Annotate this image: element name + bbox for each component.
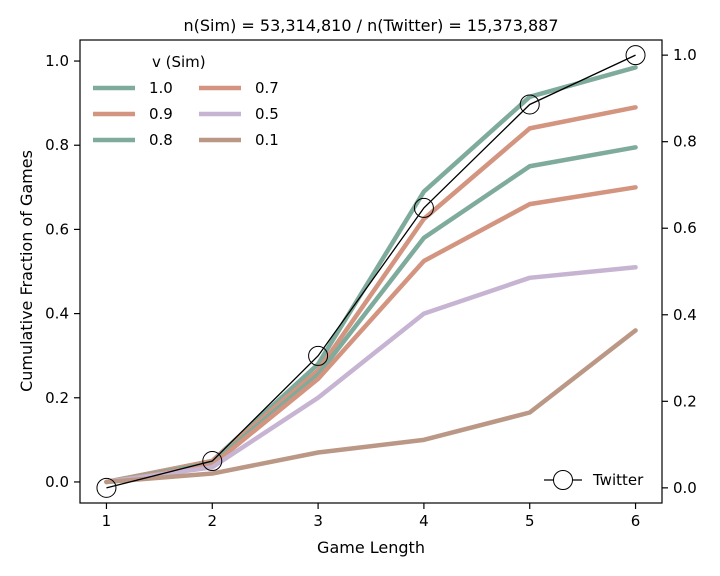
twitter-reference-layer [96, 45, 646, 498]
x-tick-label: 1 [102, 512, 112, 530]
legend-label-1-0: 1.0 [149, 79, 173, 97]
y-tick-label: 0.8 [45, 136, 69, 154]
twitter-point [202, 451, 223, 472]
y-tick-label: 1.0 [45, 52, 69, 70]
legend-title: v (Sim) [152, 53, 206, 71]
twitter-point [519, 94, 540, 115]
right-y-tick-label: 0.6 [673, 219, 697, 237]
twitter-legend: Twitter [544, 470, 644, 490]
twitter-line [106, 54, 636, 489]
legend-label-0-5: 0.5 [255, 105, 279, 123]
y-tick-label: 0.0 [45, 473, 69, 491]
right-y-tick-label: 0.8 [673, 133, 697, 151]
x-tick-label: 2 [207, 512, 217, 530]
x-tick-label: 4 [419, 512, 429, 530]
y-axis-title: Cumulative Fraction of Games [17, 150, 36, 392]
legend-label-0-1: 0.1 [255, 131, 279, 149]
series-line-0-1 [104, 328, 638, 485]
series-line-0-5 [104, 265, 638, 485]
legend-label-0-8: 0.8 [149, 131, 173, 149]
series-line-0-7 [104, 185, 638, 485]
right-y-tick-label: 0.0 [673, 479, 697, 497]
twitter-legend-marker [553, 470, 573, 490]
right-y-tick-label: 0.2 [673, 392, 697, 410]
legend-label-0-9: 0.9 [149, 105, 173, 123]
x-tick-label: 6 [631, 512, 641, 530]
chart-title: n(Sim) = 53,314,810 / n(Twitter) = 15,37… [184, 16, 559, 35]
right-y-tick-label: 1.0 [673, 46, 697, 64]
x-axis-title: Game Length [317, 538, 425, 557]
twitter-point [308, 345, 329, 366]
twitter-point [413, 197, 434, 218]
plot-frame [79, 39, 663, 504]
y-tick-label: 0.6 [45, 220, 69, 238]
legend: v (Sim) 1.0 0.9 0.8 0.7 0.5 0.1 [93, 53, 279, 149]
x-tick-label: 3 [313, 512, 323, 530]
right-y-tick-label: 0.4 [673, 306, 697, 324]
series-line-0-8 [104, 145, 638, 485]
legend-label-0-7: 0.7 [255, 79, 279, 97]
y-tick-label: 0.4 [45, 305, 69, 323]
axes-layer [79, 39, 663, 504]
x-tick-label: 5 [525, 512, 535, 530]
series-lines-layer [104, 65, 638, 485]
twitter-point [625, 45, 646, 66]
twitter-point [96, 477, 117, 498]
ticks-layer: 1 2 3 4 5 6 0.0 0.2 0.4 0.6 0.8 1.0 0.0 0.2 0.4 0.6 0.8 1… [45, 46, 697, 530]
twitter-legend-label: Twitter [592, 471, 644, 489]
y-tick-label: 0.2 [45, 389, 69, 407]
